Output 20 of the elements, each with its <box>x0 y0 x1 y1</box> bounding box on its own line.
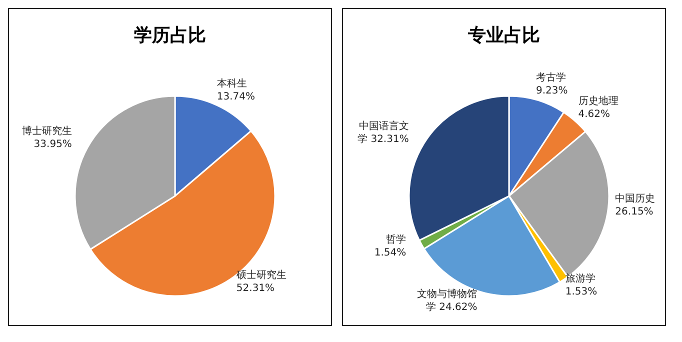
data-label: 1.53% <box>565 286 598 298</box>
slice-label: 博士研究生 <box>22 124 72 137</box>
slice-label: 考古学 <box>536 72 566 84</box>
slice-label: 哲学 <box>386 233 406 246</box>
slice-label: 中国历史 <box>615 192 656 205</box>
data-label: 4.62% <box>578 109 610 120</box>
slice-label: 历史地理 <box>578 95 618 108</box>
data-label: 13.74% <box>216 91 255 102</box>
data-label: 52.31% <box>236 283 275 294</box>
chart-title: 学历占比 <box>133 24 207 47</box>
slice-label: 本科生 <box>216 77 247 90</box>
slice-label: 硕士研究生 <box>235 269 286 282</box>
data-label: 26.15% <box>615 206 654 218</box>
data-label: 33.95% <box>34 138 72 150</box>
slice-label: 旅游学 <box>565 272 596 285</box>
data-label: 1.54% <box>374 247 406 258</box>
chart-title: 专业占比 <box>467 24 541 47</box>
slice-label: 中国语言文学 32.31% <box>358 120 409 145</box>
slice-label: 文物与博物馆学 24.62% <box>417 288 478 313</box>
data-label: 9.23% <box>536 86 568 97</box>
